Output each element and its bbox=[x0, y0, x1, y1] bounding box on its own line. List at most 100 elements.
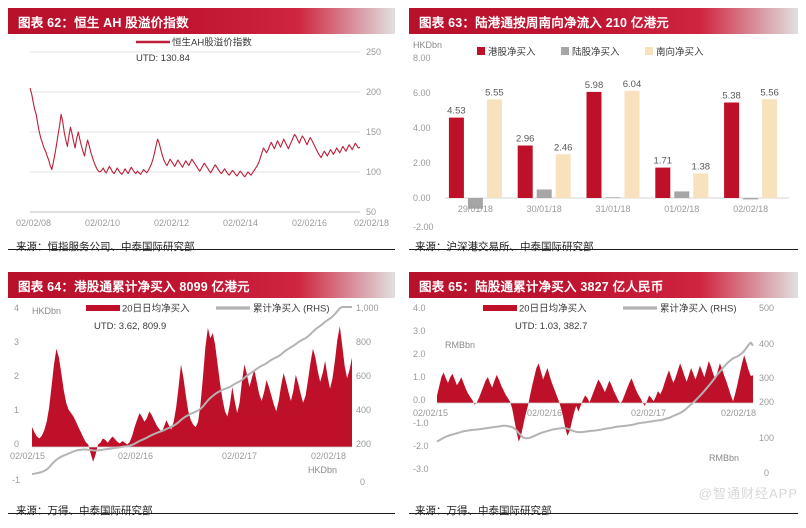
chart-65-unit-label-right: RMBbn bbox=[709, 453, 739, 463]
legend-label: 20日日均净买入 bbox=[519, 303, 587, 315]
y-tick-right: 200 bbox=[356, 439, 371, 449]
figure-65-title-bar: 图表 65：陆股通累计净买入 3827 亿人民币 bbox=[409, 272, 798, 298]
chart-64-x-axis: 02/02/15 02/02/16 02/02/17 02/02/18 bbox=[10, 451, 346, 461]
figure-64-title-bar: 图表 64：港股通累计净买入 8099 亿港元 bbox=[8, 272, 395, 298]
bar bbox=[448, 117, 464, 198]
chart-64-left-axis: 4 3 2 1 0 -1 HKDbn bbox=[12, 303, 61, 485]
y-tick: 0.00 bbox=[413, 193, 431, 203]
y-tick-right: 0 bbox=[360, 477, 365, 487]
y-tick-left: 3.0 bbox=[413, 326, 426, 336]
y-tick: 8.00 bbox=[413, 53, 431, 63]
chart-65-legend: 20日日均净买入 累计净买入 (RHS) UTD: 1.03, 382.7 bbox=[483, 303, 737, 332]
bar bbox=[467, 198, 483, 209]
y-tick: 100 bbox=[366, 167, 381, 177]
chart-62-y-axis: 250 200 150 100 50 bbox=[366, 47, 381, 217]
x-tick: 30/01/18 bbox=[527, 204, 562, 214]
figure-panel-63: 图表 63：陆港通按周南向净流入 210 亿港元 HKDbn 8.00 6.00… bbox=[403, 0, 806, 264]
chart-63-svg: HKDbn 8.00 6.00 4.00 2.00 0.00 -2.00 港股净… bbox=[413, 40, 789, 232]
chart-65-svg: 4.0 3.0 2.0 1.0 0.0 -1.0 -2.0 -3.0 RMBbn… bbox=[413, 303, 774, 479]
bar bbox=[624, 90, 640, 198]
chart-64-series-area bbox=[32, 326, 352, 462]
chart-64-unit-label-right: HKDbn bbox=[308, 465, 337, 475]
chart-62-x-axis: 02/02/08 02/02/10 02/02/12 02/02/14 02/0… bbox=[16, 218, 389, 228]
legend-swatch bbox=[86, 305, 120, 311]
bar-value-label: 1.71 bbox=[654, 156, 673, 167]
chart-62-series-line bbox=[29, 87, 361, 178]
figure-63-source: 来源：沪深港交易所、中泰国际研究部 bbox=[415, 241, 594, 253]
x-tick: 02/02/18 bbox=[721, 408, 756, 418]
chart-65-unit-label: RMBbn bbox=[445, 340, 475, 350]
bar-value-label: 5.56 bbox=[760, 87, 779, 98]
x-tick: 02/02/15 bbox=[413, 408, 448, 418]
y-tick-left: 1 bbox=[14, 405, 19, 415]
chart-64-annotation: UTD: 3.62, 809.9 bbox=[94, 321, 166, 332]
chart-64-cumulative-line bbox=[31, 306, 352, 475]
bar bbox=[486, 99, 502, 198]
y-tick: -2.00 bbox=[413, 222, 434, 232]
bar-value-label: 2.46 bbox=[554, 142, 573, 153]
figure-62-chart: 250 200 150 100 50 恒生AH股溢价指数 UTD: 130.84… bbox=[8, 34, 395, 230]
bar bbox=[724, 102, 740, 198]
chart-63-y-axis: HKDbn 8.00 6.00 4.00 2.00 0.00 -2.00 bbox=[413, 40, 442, 232]
legend-swatch bbox=[483, 305, 517, 311]
y-tick: 6.00 bbox=[413, 88, 431, 98]
legend-label: 累计净买入 (RHS) bbox=[660, 303, 737, 315]
y-tick-left: 4 bbox=[14, 303, 19, 313]
x-tick: 02/02/08 bbox=[16, 218, 51, 228]
y-tick-right: 400 bbox=[759, 339, 774, 349]
y-tick-right: 600 bbox=[356, 371, 371, 381]
bar-value-label: 5.98 bbox=[585, 80, 604, 91]
legend-swatch bbox=[561, 47, 569, 55]
y-tick: 200 bbox=[366, 87, 381, 97]
bar bbox=[517, 145, 533, 198]
y-tick-left: -1.0 bbox=[413, 418, 429, 428]
chart-63-legend: 港股净买入 陆股净买入 南向净买入 bbox=[477, 46, 704, 58]
chart-65-annotation: UTD: 1.03, 382.7 bbox=[515, 321, 587, 332]
x-tick: 02/02/16 bbox=[118, 451, 153, 461]
y-tick: 250 bbox=[366, 47, 381, 57]
chart-64-svg: 4 3 2 1 0 -1 HKDbn 1,000 800 600 400 200… bbox=[10, 303, 379, 488]
y-tick: 150 bbox=[366, 127, 381, 137]
chart-62-legend: 恒生AH股溢价指数 UTD: 130.84 bbox=[136, 37, 252, 64]
y-tick-right: 1,000 bbox=[356, 303, 379, 313]
x-tick: 02/02/18 bbox=[733, 204, 768, 214]
x-tick: 02/02/18 bbox=[311, 451, 346, 461]
figure-64-source-rule: 来源：万得、中泰国际研究部 bbox=[8, 505, 395, 517]
legend-label: 累计净买入 (RHS) bbox=[253, 303, 330, 315]
x-tick: 31/01/18 bbox=[595, 204, 630, 214]
chart-63-bars: 4.53 5.55 2.96 2.46 5.98 6.04 1.71 1.38 5.38 5.56 bbox=[447, 79, 779, 209]
y-tick: 4.00 bbox=[413, 123, 431, 133]
bar bbox=[743, 198, 759, 200]
chart-62-annotation: UTD: 130.84 bbox=[136, 53, 190, 64]
chart-65-x-axis: 02/02/15 02/02/16 02/02/17 02/02/18 bbox=[413, 408, 756, 418]
bar bbox=[536, 189, 552, 198]
bar bbox=[762, 99, 778, 198]
chart-63-unit-label: HKDbn bbox=[413, 40, 442, 50]
x-tick: 02/02/10 bbox=[85, 218, 120, 228]
bar-value-label: 1.38 bbox=[692, 162, 711, 173]
y-tick-left: 4.0 bbox=[413, 303, 426, 313]
x-tick: 02/02/12 bbox=[154, 218, 189, 228]
bar bbox=[586, 91, 602, 198]
x-tick: 01/02/18 bbox=[664, 204, 699, 214]
figure-63-chart: HKDbn 8.00 6.00 4.00 2.00 0.00 -2.00 港股净… bbox=[409, 34, 798, 234]
chart-65-cumulative-line bbox=[436, 341, 754, 443]
y-tick-right: 100 bbox=[759, 433, 774, 443]
y-tick-left: -2.0 bbox=[413, 441, 429, 451]
chart-65-series-area bbox=[437, 355, 753, 442]
chart-63-x-axis: 29/01/18 30/01/18 31/01/18 01/02/18 02/02/18 bbox=[458, 204, 768, 214]
bar-value-label: 5.38 bbox=[722, 91, 741, 102]
y-tick-left: -3.0 bbox=[413, 464, 429, 474]
figure-65-source-rule: 来源：万得、中泰国际研究部 bbox=[409, 505, 798, 517]
x-tick: 02/02/18 bbox=[354, 218, 389, 228]
legend-label: 港股净买入 bbox=[488, 46, 536, 58]
figure-65-source: 来源：万得、中泰国际研究部 bbox=[415, 505, 552, 517]
x-tick: 02/02/16 bbox=[292, 218, 327, 228]
y-tick-right: 300 bbox=[759, 373, 774, 383]
bar bbox=[605, 197, 621, 198]
chart-62-svg: 250 200 150 100 50 恒生AH股溢价指数 UTD: 130.84… bbox=[16, 37, 389, 229]
chart-62-gridlines bbox=[30, 51, 360, 213]
y-tick-right: 0 bbox=[764, 468, 769, 478]
y-tick-left: 0 bbox=[14, 439, 19, 449]
